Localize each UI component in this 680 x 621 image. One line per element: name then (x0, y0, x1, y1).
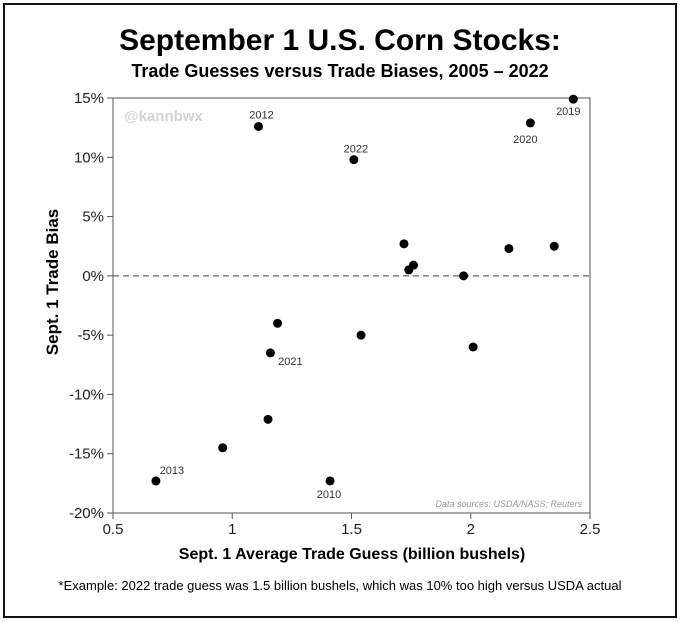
data-point (263, 414, 273, 424)
source-note: Data sources: USDA/NASS; Reuters (435, 499, 582, 509)
x-axis-label: Sept. 1 Average Trade Guess (billion bus… (179, 546, 525, 563)
y-tick-label: 0% (82, 268, 104, 285)
chart-title: September 1 U.S. Corn Stocks: (119, 24, 561, 57)
point-label: 2012 (249, 109, 273, 121)
x-tick-label: 1.5 (341, 521, 362, 538)
data-point (525, 118, 535, 128)
data-point (325, 476, 335, 486)
y-tick-label: -5% (77, 327, 104, 344)
data-point (504, 244, 514, 254)
data-point (253, 121, 263, 131)
data-point (218, 443, 228, 453)
y-axis-label: Sept. 1 Trade Bias (43, 209, 62, 355)
y-tick-label: -20% (69, 505, 104, 522)
data-point (409, 260, 419, 270)
point-label: 2022 (344, 144, 368, 156)
data-point (549, 241, 559, 251)
data-point (265, 348, 275, 358)
point-label: 2021 (278, 356, 302, 368)
chart-subtitle: Trade Guesses versus Trade Biases, 2005 … (131, 61, 549, 81)
data-point (568, 94, 578, 104)
footnote: *Example: 2022 trade guess was 1.5 billi… (58, 578, 622, 593)
y-tick-label: 15% (74, 90, 104, 107)
y-tick-label: -15% (69, 446, 104, 463)
point-label: 2010 (317, 489, 341, 501)
y-tick-label: -10% (69, 386, 104, 403)
data-point (459, 271, 469, 281)
point-label: 2013 (160, 465, 184, 477)
watermark: @kannbwx (124, 108, 203, 125)
x-tick-label: 0.5 (103, 521, 124, 538)
data-point (356, 330, 366, 340)
x-tick-label: 2 (467, 521, 475, 538)
x-tick-label: 1 (228, 521, 236, 538)
y-tick-label: 5% (82, 209, 104, 226)
x-tick-label: 2.5 (580, 521, 601, 538)
data-point (349, 155, 359, 165)
y-tick-label: 10% (74, 149, 104, 166)
data-point (151, 476, 161, 486)
point-label: 2020 (513, 134, 537, 146)
data-point (468, 342, 478, 352)
chart-frame (3, 3, 677, 618)
data-point (273, 318, 283, 328)
point-label: 2019 (556, 106, 580, 118)
data-point (399, 239, 409, 249)
